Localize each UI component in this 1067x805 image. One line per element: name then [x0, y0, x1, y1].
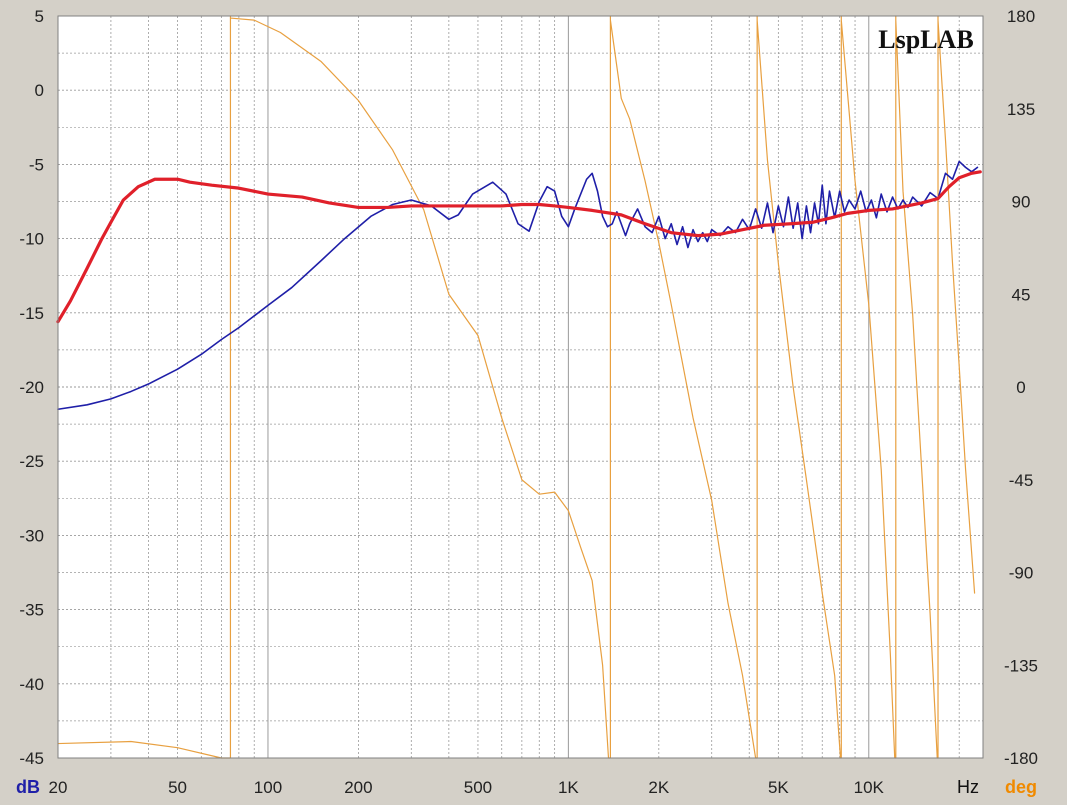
- left-axis-unit-label: dB: [16, 777, 40, 797]
- x-axis-unit-label: Hz: [957, 777, 979, 797]
- right-tick-label: 45: [1012, 285, 1031, 304]
- plot-border: [57, 15, 984, 759]
- right-tick-label: -45: [1009, 471, 1034, 490]
- x-tick-label: 500: [464, 778, 492, 797]
- x-tick-label: 50: [168, 778, 187, 797]
- left-axis-ticks: 5 0 -5 -10 -15 -20 -25 -30 -35 -40 -45: [19, 7, 44, 768]
- left-tick-label: -15: [19, 304, 44, 323]
- left-tick-label: -45: [19, 749, 44, 768]
- left-tick-label: 5: [35, 7, 44, 26]
- right-tick-label: 90: [1012, 193, 1031, 212]
- x-tick-label: 2K: [648, 778, 669, 797]
- smoothed-response-line: [56, 170, 982, 324]
- x-tick-label: 200: [344, 778, 372, 797]
- grid-lines: [57, 15, 983, 759]
- right-tick-label: -135: [1004, 656, 1038, 675]
- right-tick-label: -180: [1004, 749, 1038, 768]
- left-tick-label: -25: [19, 452, 44, 471]
- left-tick-label: -35: [19, 601, 44, 620]
- right-tick-label: 135: [1007, 100, 1035, 119]
- x-axis-ticks: 20 50 100 200 500 1K 2K 5K 10K: [49, 778, 885, 797]
- x-tick-label: 20: [49, 778, 68, 797]
- right-axis-ticks: 180 135 90 45 0 -45 -90 -135 -180: [1004, 7, 1038, 768]
- watermark-logo: LspLAB: [878, 25, 973, 54]
- left-tick-label: 0: [35, 81, 44, 100]
- x-tick-label: 100: [254, 778, 282, 797]
- series-group: [56, 15, 982, 759]
- left-tick-label: -40: [19, 675, 44, 694]
- left-tick-label: -10: [19, 230, 44, 249]
- right-tick-label: -90: [1009, 564, 1034, 583]
- right-axis-unit-label: deg: [1005, 777, 1037, 797]
- left-tick-label: -5: [29, 155, 44, 174]
- left-tick-label: -20: [19, 378, 44, 397]
- x-tick-label: 10K: [854, 778, 885, 797]
- x-tick-label: 1K: [558, 778, 579, 797]
- left-tick-label: -30: [19, 526, 44, 545]
- x-tick-label: 5K: [768, 778, 789, 797]
- phase-series-line: [57, 15, 976, 759]
- right-tick-label: 180: [1007, 7, 1035, 26]
- right-tick-label: 0: [1016, 378, 1025, 397]
- plot-area: [58, 16, 983, 758]
